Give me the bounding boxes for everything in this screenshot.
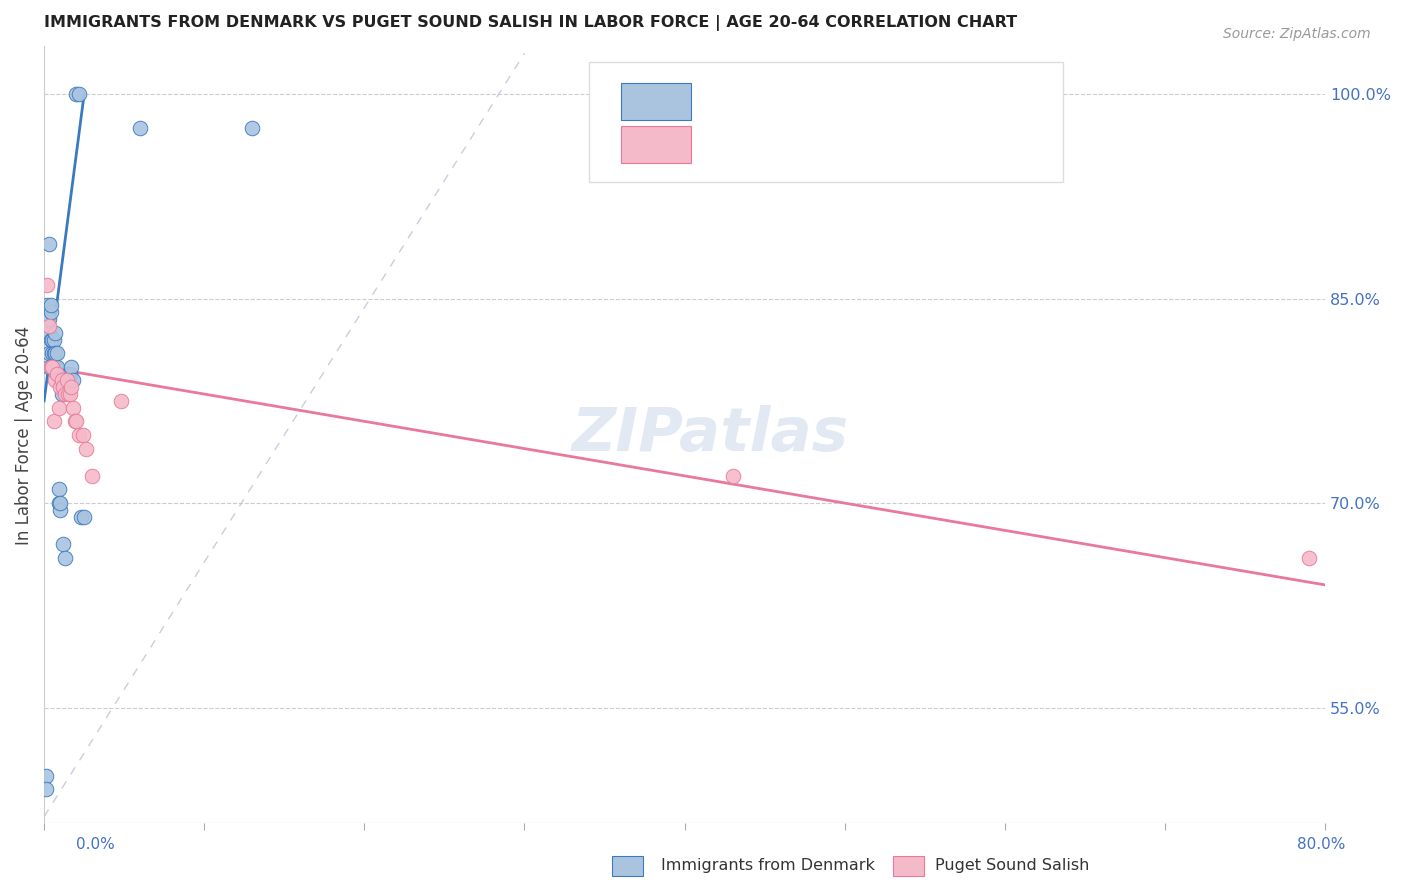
Point (59, 387, 82, 401)
Point (1298, 550, 1320, 565)
Point (42, 333, 65, 347)
Text: IMMIGRANTS FROM DENMARK VS PUGET SOUND SALISH IN LABOR FORCE | AGE 20-64 CORRELA: IMMIGRANTS FROM DENMARK VS PUGET SOUND S… (44, 15, 1017, 31)
Point (129, 121, 152, 136)
Point (48, 483, 70, 497)
Point (70, 509, 93, 524)
Point (82, 468, 104, 483)
Point (38, 312, 60, 326)
Point (67, 87, 90, 102)
Point (44, 373, 66, 387)
Text: Puget Sound Salish: Puget Sound Salish (935, 858, 1090, 872)
Point (35, 769, 58, 783)
Point (240, 121, 263, 136)
Point (52, 380, 75, 394)
Point (60, 380, 83, 394)
Point (37, 278, 59, 293)
Point (38, 326, 60, 340)
Bar (620, 83, 690, 120)
Point (59, 367, 82, 381)
Point (62, 373, 84, 387)
Point (72, 428, 94, 442)
Point (53, 387, 76, 401)
Point (38, 318, 60, 333)
Point (42, 346, 65, 360)
Point (60, 359, 83, 374)
Point (35, 782, 58, 797)
Point (52, 537, 75, 551)
Text: 0.0%: 0.0% (76, 837, 115, 852)
Point (44, 326, 66, 340)
Point (51, 387, 73, 401)
Point (41, 346, 63, 360)
Point (45, 359, 67, 374)
Point (41, 359, 63, 374)
Point (53, 550, 76, 565)
Point (39, 333, 62, 347)
Point (110, 393, 132, 408)
Text: Source: ZipAtlas.com: Source: ZipAtlas.com (1223, 27, 1371, 41)
Point (48, 496, 70, 510)
Point (41, 359, 63, 374)
Point (75, 442, 97, 456)
Point (41, 333, 63, 347)
Point (65, 87, 87, 102)
Point (45, 346, 67, 360)
Text: ZIPatlas: ZIPatlas (572, 406, 849, 465)
Point (42, 359, 65, 374)
Point (51, 373, 73, 387)
Text: Immigrants from Denmark: Immigrants from Denmark (661, 858, 875, 872)
Point (39, 305, 62, 319)
Point (38, 237, 60, 252)
Point (38, 359, 60, 374)
Y-axis label: In Labor Force | Age 20-64: In Labor Force | Age 20-64 (15, 326, 32, 544)
Point (55, 373, 77, 387)
Point (63, 414, 86, 428)
Point (44, 359, 66, 374)
Point (48, 401, 70, 415)
Point (42, 414, 65, 428)
Point (39, 359, 62, 374)
Point (45, 367, 67, 381)
Point (37, 298, 59, 312)
Point (56, 367, 79, 381)
Point (73, 509, 96, 524)
Point (44, 346, 66, 360)
Point (49, 380, 72, 394)
Point (56, 387, 79, 401)
Text: R =  0.245   N = 39: R = 0.245 N = 39 (710, 93, 880, 111)
Point (62, 401, 84, 415)
Text: 80.0%: 80.0% (1298, 837, 1346, 852)
Point (65, 414, 87, 428)
Text: R = -0.296   N = 26: R = -0.296 N = 26 (710, 136, 882, 153)
Point (38, 346, 60, 360)
Point (49, 496, 72, 510)
Point (67, 428, 90, 442)
FancyBboxPatch shape (589, 62, 1063, 183)
Point (39, 298, 62, 312)
Bar (620, 126, 690, 163)
Point (49, 503, 72, 517)
Point (721, 468, 744, 483)
